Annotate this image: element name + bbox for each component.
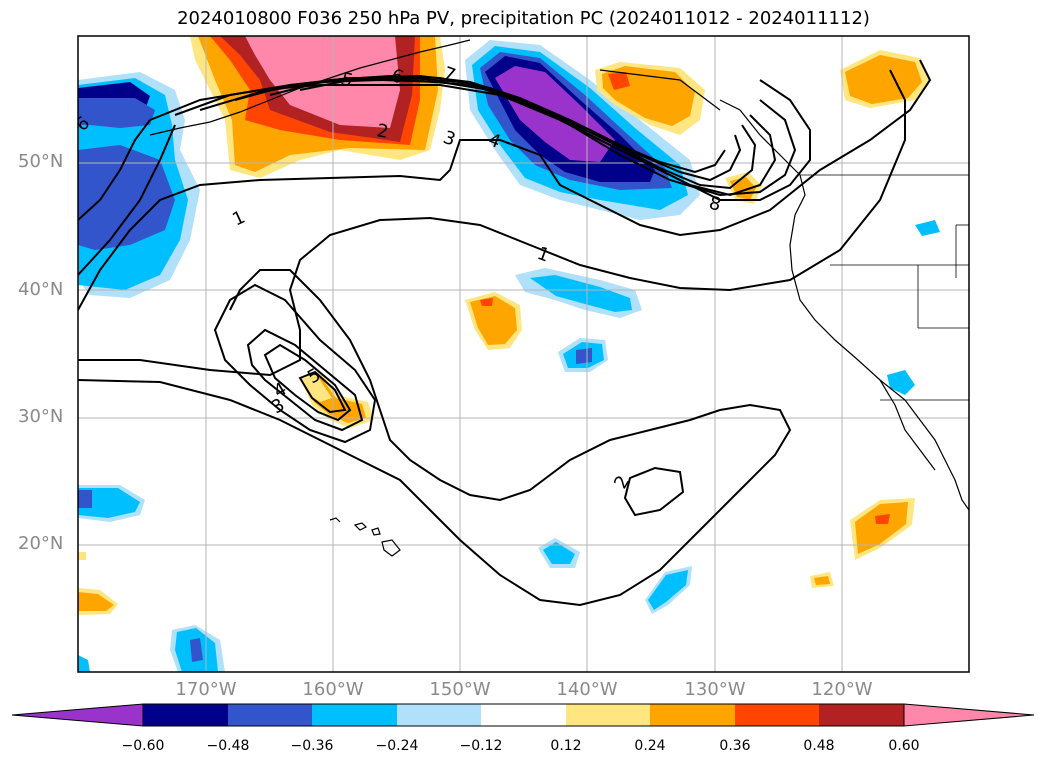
colorbar-bin xyxy=(735,704,819,726)
colorbar-tick-label: −0.12 xyxy=(459,738,503,754)
colorbar-tick-label: 0.48 xyxy=(803,738,835,754)
colorbar-tick-label: 0.36 xyxy=(719,738,751,754)
lat-label: 30°N xyxy=(18,406,64,427)
gridlines xyxy=(78,36,969,672)
borders xyxy=(800,174,969,401)
colorbar-tick-label: 0.24 xyxy=(634,738,666,754)
colorbar-tick-label: −0.60 xyxy=(121,738,165,754)
lat-label: 50°N xyxy=(18,151,64,172)
colorbar-bin xyxy=(312,704,397,726)
lon-label: 170°W xyxy=(175,679,237,700)
pv-contour-2-closed xyxy=(623,466,685,517)
colorbar-bin xyxy=(650,704,735,726)
pv-contour-trough xyxy=(78,269,792,607)
pv-contour-label: 2 xyxy=(375,120,390,143)
map-title: 2024010800 F036 250 hPa PV, precipitatio… xyxy=(177,8,870,29)
lat-label: 20°N xyxy=(18,533,64,554)
pv-contour-label: 8 xyxy=(707,193,723,216)
pv-contours xyxy=(78,59,932,607)
lon-label: 150°W xyxy=(429,679,491,700)
colorbar xyxy=(11,703,1035,727)
map-frame xyxy=(77,35,970,673)
colorbar-bin xyxy=(228,704,312,726)
colorbar-tick-label: −0.36 xyxy=(290,738,334,754)
colorbar-tick-label: 0.12 xyxy=(550,738,582,754)
colorbar-tick-label: 0.60 xyxy=(888,738,920,754)
pv-contour-1-north xyxy=(78,59,932,311)
colorbar-bin xyxy=(143,704,228,726)
lat-label: 40°N xyxy=(18,279,64,300)
colorbar-bin xyxy=(566,704,650,726)
colorbar-extend-high xyxy=(903,703,1035,727)
lon-label: 120°W xyxy=(811,679,873,700)
colorbar-extend-low xyxy=(11,703,144,727)
lon-label: 160°W xyxy=(302,679,364,700)
pv-contour-label: 5 xyxy=(339,69,355,92)
colorbar-tick-label: −0.48 xyxy=(206,738,250,754)
colorbar-tick-label: −0.24 xyxy=(375,738,419,754)
colorbar-bin xyxy=(397,704,481,726)
lon-label: 130°W xyxy=(684,679,746,700)
lon-label: 140°W xyxy=(556,679,618,700)
colorbar-bin xyxy=(481,704,566,726)
colorbar-bin xyxy=(819,704,904,726)
pv-contour-1-south xyxy=(78,69,906,377)
